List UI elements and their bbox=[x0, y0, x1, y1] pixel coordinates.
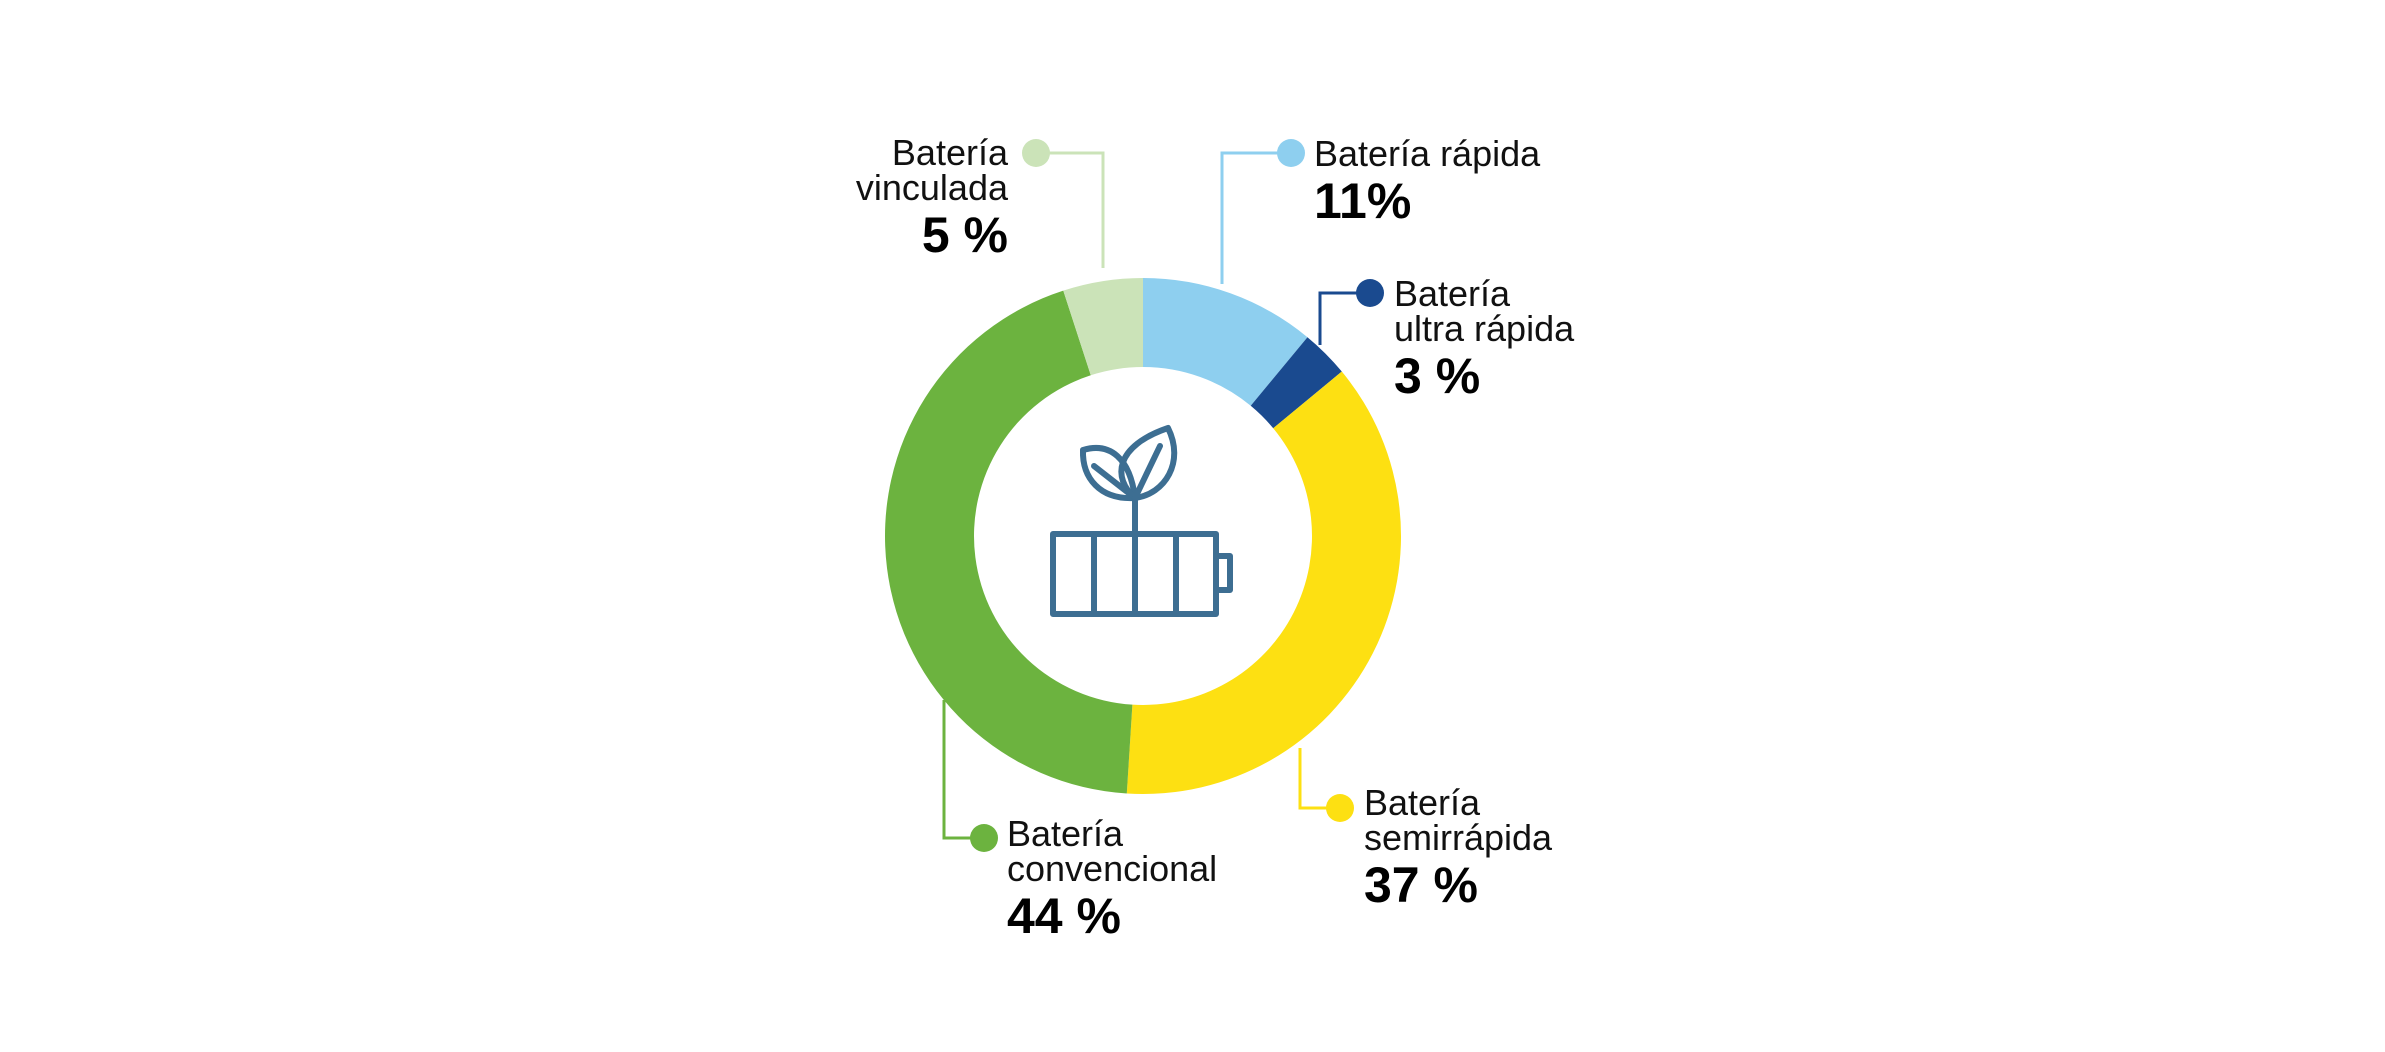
legend-dot-bateria-semirrapida bbox=[1326, 794, 1354, 822]
slice-value-bateria-convencional: 44 % bbox=[1007, 888, 1121, 944]
slice-label-bateria-convencional: convencional bbox=[1007, 848, 1217, 889]
leader-line-bateria-ultra-rapida bbox=[1318, 291, 1370, 345]
slice-bateria-ultra-rapida bbox=[1250, 337, 1342, 429]
legend-dot-bateria-ultra-rapida bbox=[1356, 279, 1384, 307]
slice-bateria-rapida bbox=[1143, 278, 1308, 406]
leader-line-bateria-vinculada bbox=[1036, 151, 1105, 268]
legend-dot-bateria-convencional bbox=[970, 824, 998, 852]
slice-value-bateria-vinculada: 5 % bbox=[922, 207, 1008, 263]
slice-bateria-vinculada bbox=[1063, 278, 1143, 376]
slice-label-bateria-ultra-rapida: ultra rápida bbox=[1394, 308, 1575, 349]
slice-bateria-convencional bbox=[884, 290, 1133, 794]
legend-dot-bateria-rapida bbox=[1277, 139, 1305, 167]
legend-dot-bateria-vinculada bbox=[1022, 139, 1050, 167]
slice-label-bateria-semirrapida: Batería bbox=[1364, 782, 1481, 823]
slice-label-bateria-semirrapida: semirrápida bbox=[1364, 817, 1553, 858]
slice-label-bateria-vinculada: Batería bbox=[892, 132, 1009, 173]
slice-label-bateria-rapida: Batería rápida bbox=[1314, 133, 1541, 174]
donut-slices bbox=[884, 278, 1401, 794]
leader-line-bateria-rapida bbox=[1220, 151, 1291, 284]
slice-value-bateria-rapida: 11% bbox=[1314, 173, 1411, 229]
slice-label-bateria-ultra-rapida: Batería bbox=[1394, 273, 1511, 314]
slice-label-bateria-vinculada: vinculada bbox=[856, 167, 1009, 208]
slice-value-bateria-semirrapida: 37 % bbox=[1364, 857, 1478, 913]
battery-with-leaves-icon bbox=[1050, 425, 1233, 617]
slice-bateria-semirrapida bbox=[1126, 371, 1401, 794]
slice-label-bateria-convencional: Batería bbox=[1007, 813, 1124, 854]
slice-value-bateria-ultra-rapida: 3 % bbox=[1394, 348, 1480, 404]
